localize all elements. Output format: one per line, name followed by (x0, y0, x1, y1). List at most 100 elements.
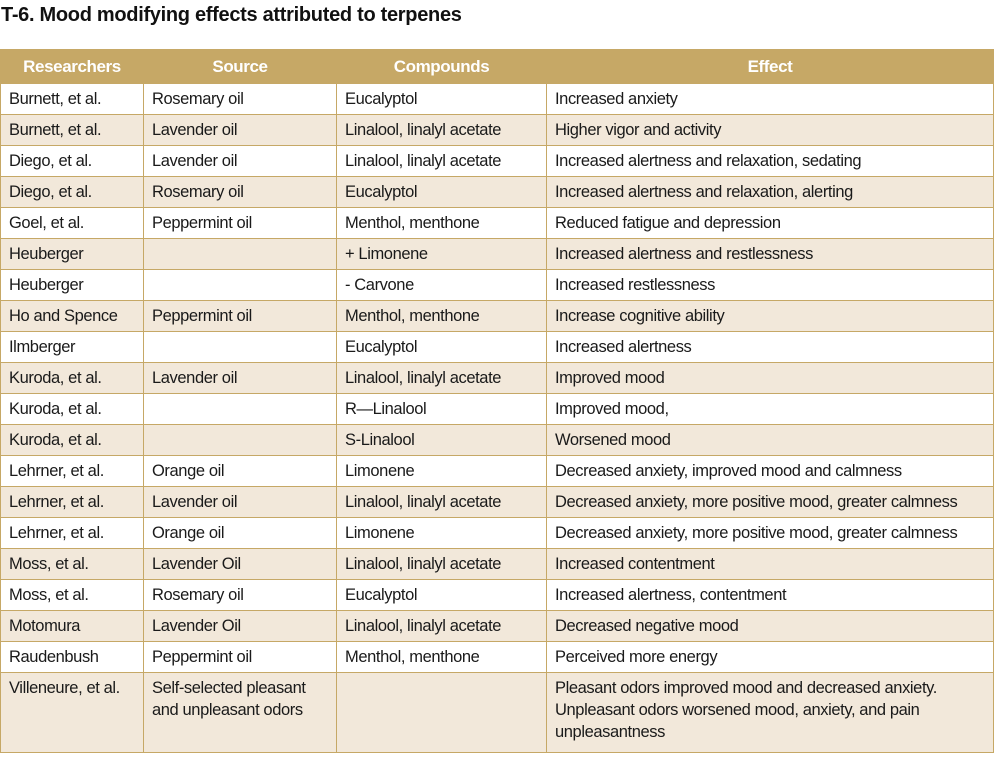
cell-source (143, 269, 337, 301)
table-row: Lehrner, et al. Orange oil Limonene Decr… (0, 517, 994, 549)
cell-compounds: Menthol, menthone (336, 300, 547, 332)
table-row: Villeneure, et al. Self-selected pleasan… (0, 672, 994, 753)
cell-compounds: + Limonene (336, 238, 547, 270)
cell-researchers: Heuberger (0, 269, 144, 301)
cell-source: Rosemary oil (143, 579, 337, 611)
header-effect: Effect (546, 49, 994, 84)
cell-effect: Higher vigor and activity (546, 114, 994, 146)
header-row: Researchers Source Compounds Effect (0, 49, 994, 84)
cell-researchers: Kuroda, et al. (0, 362, 144, 394)
cell-source: Lavender oil (143, 362, 337, 394)
cell-compounds: Limonene (336, 517, 547, 549)
cell-compounds: S-Linalool (336, 424, 547, 456)
cell-researchers: Ho and Spence (0, 300, 144, 332)
table-row: Heuberger + Limonene Increased alertness… (0, 238, 994, 270)
cell-researchers: Goel, et al. (0, 207, 144, 239)
cell-compounds: Menthol, menthone (336, 207, 547, 239)
cell-effect: Increase cognitive ability (546, 300, 994, 332)
table-row: Lehrner, et al. Lavender oil Linalool, l… (0, 486, 994, 518)
cell-researchers: Kuroda, et al. (0, 424, 144, 456)
cell-researchers: Burnett, et al. (0, 114, 144, 146)
cell-effect: Improved mood, (546, 393, 994, 425)
cell-researchers: Lehrner, et al. (0, 486, 144, 518)
cell-researchers: Lehrner, et al. (0, 455, 144, 487)
cell-researchers: Moss, et al. (0, 548, 144, 580)
cell-source (143, 238, 337, 270)
cell-effect: Decreased anxiety, improved mood and cal… (546, 455, 994, 487)
cell-compounds: Menthol, menthone (336, 641, 547, 673)
cell-source: Lavender oil (143, 486, 337, 518)
cell-compounds: Eucalyptol (336, 83, 547, 115)
cell-source-text: Self-selected pleasant and unpleasant od… (152, 679, 306, 719)
cell-source: Rosemary oil (143, 176, 337, 208)
cell-compounds: Eucalyptol (336, 331, 547, 363)
cell-compounds: R—Linalool (336, 393, 547, 425)
cell-effect: Increased alertness and relaxation, seda… (546, 145, 994, 177)
cell-researchers: Motomura (0, 610, 144, 642)
table-body: Burnett, et al. Rosemary oil Eucalyptol … (0, 83, 994, 753)
cell-source: Self-selected pleasant and unpleasant od… (143, 672, 337, 753)
cell-researchers: Heuberger (0, 238, 144, 270)
cell-source (143, 331, 337, 363)
cell-compounds: Linalool, linalyl acetate (336, 114, 547, 146)
cell-effect: Increased contentment (546, 548, 994, 580)
cell-researchers: Diego, et al. (0, 145, 144, 177)
cell-effect: Increased alertness, contentment (546, 579, 994, 611)
cell-source: Orange oil (143, 455, 337, 487)
terpene-mood-table: Researchers Source Compounds Effect Burn… (0, 49, 994, 753)
cell-source: Lavender oil (143, 145, 337, 177)
cell-effect-text: Pleasant odors improved mood and decreas… (555, 679, 937, 741)
cell-effect: Worsened mood (546, 424, 994, 456)
header-researchers: Researchers (0, 49, 144, 84)
table-row: Kuroda, et al. R—Linalool Improved mood, (0, 393, 994, 425)
cell-effect: Increased alertness and relaxation, aler… (546, 176, 994, 208)
cell-compounds: Linalool, linalyl acetate (336, 145, 547, 177)
cell-effect: Decreased anxiety, more positive mood, g… (546, 517, 994, 549)
table-row: Diego, et al. Lavender oil Linalool, lin… (0, 145, 994, 177)
cell-effect: Pleasant odors improved mood and decreas… (546, 672, 994, 753)
table-row: Burnett, et al. Rosemary oil Eucalyptol … (0, 83, 994, 115)
table-row: Diego, et al. Rosemary oil Eucalyptol In… (0, 176, 994, 208)
table-row: Kuroda, et al. Lavender oil Linalool, li… (0, 362, 994, 394)
cell-effect: Decreased negative mood (546, 610, 994, 642)
table-row: Heuberger - Carvone Increased restlessne… (0, 269, 994, 301)
cell-compounds: Eucalyptol (336, 579, 547, 611)
cell-effect: Improved mood (546, 362, 994, 394)
cell-researchers: Diego, et al. (0, 176, 144, 208)
header-compounds: Compounds (336, 49, 547, 84)
cell-source: Orange oil (143, 517, 337, 549)
table-row: Lehrner, et al. Orange oil Limonene Decr… (0, 455, 994, 487)
cell-researchers: Kuroda, et al. (0, 393, 144, 425)
cell-effect: Perceived more energy (546, 641, 994, 673)
cell-source: Lavender Oil (143, 610, 337, 642)
cell-source: Peppermint oil (143, 207, 337, 239)
cell-source (143, 424, 337, 456)
cell-source: Peppermint oil (143, 641, 337, 673)
table-row: Raudenbush Peppermint oil Menthol, menth… (0, 641, 994, 673)
table-row: Motomura Lavender Oil Linalool, linalyl … (0, 610, 994, 642)
cell-source: Rosemary oil (143, 83, 337, 115)
cell-compounds: Limonene (336, 455, 547, 487)
cell-effect: Decreased anxiety, more positive mood, g… (546, 486, 994, 518)
table-row: Ilmberger Eucalyptol Increased alertness (0, 331, 994, 363)
table-row: Goel, et al. Peppermint oil Menthol, men… (0, 207, 994, 239)
cell-source: Lavender oil (143, 114, 337, 146)
cell-compounds: - Carvone (336, 269, 547, 301)
header-source: Source (143, 49, 337, 84)
cell-compounds: Linalool, linalyl acetate (336, 548, 547, 580)
cell-compounds (336, 672, 547, 753)
table-row: Moss, et al. Rosemary oil Eucalyptol Inc… (0, 579, 994, 611)
table-row: Kuroda, et al. S-Linalool Worsened mood (0, 424, 994, 456)
cell-source (143, 393, 337, 425)
table-row: Ho and Spence Peppermint oil Menthol, me… (0, 300, 994, 332)
cell-source: Lavender Oil (143, 548, 337, 580)
cell-compounds: Linalool, linalyl acetate (336, 362, 547, 394)
cell-researchers: Lehrner, et al. (0, 517, 144, 549)
cell-effect: Reduced fatigue and depression (546, 207, 994, 239)
table-row: Moss, et al. Lavender Oil Linalool, lina… (0, 548, 994, 580)
cell-compounds: Linalool, linalyl acetate (336, 610, 547, 642)
cell-researchers: Moss, et al. (0, 579, 144, 611)
table-title: T-6. Mood modifying effects attributed t… (1, 4, 462, 26)
cell-effect: Increased anxiety (546, 83, 994, 115)
cell-researchers: Raudenbush (0, 641, 144, 673)
